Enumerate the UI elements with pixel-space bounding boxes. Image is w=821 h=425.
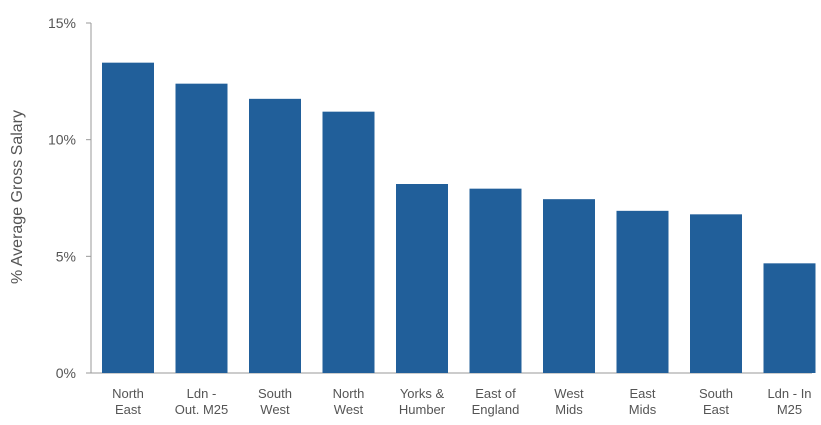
x-category-label: South East xyxy=(699,386,733,417)
bar xyxy=(322,111,375,374)
x-category-label: East of England xyxy=(472,386,520,417)
x-category-label: West Mids xyxy=(554,386,584,417)
x-category-label: East Mids xyxy=(629,386,657,417)
bar xyxy=(469,188,522,373)
x-category-label: Yorks & Humber xyxy=(399,386,446,417)
bar xyxy=(543,199,595,373)
bars-group xyxy=(102,62,816,374)
y-axis-title: % Average Gross Salary xyxy=(9,110,26,284)
bar xyxy=(175,83,228,374)
bar xyxy=(102,62,154,374)
bar xyxy=(690,214,742,373)
x-category-label: North West xyxy=(333,386,365,417)
x-category-label: Ldn - In M25 xyxy=(767,386,811,417)
bar xyxy=(616,210,669,373)
bar xyxy=(396,184,448,373)
y-tick-label: 5% xyxy=(56,248,76,264)
bar xyxy=(763,263,816,373)
x-category-label: North East xyxy=(112,386,144,417)
x-category-label: South West xyxy=(258,386,292,417)
x-category-label: Ldn -Out. M25 xyxy=(175,386,228,417)
bar xyxy=(249,98,301,373)
x-axis-labels: North East Ldn -Out. M25 South West North West… xyxy=(112,386,811,417)
y-tick-label: 15% xyxy=(48,15,76,31)
y-tick-label: 0% xyxy=(56,365,76,381)
y-tick-label: 10% xyxy=(48,132,76,148)
y-axis-ticks: 0% 5% 10% 15% xyxy=(48,15,91,381)
